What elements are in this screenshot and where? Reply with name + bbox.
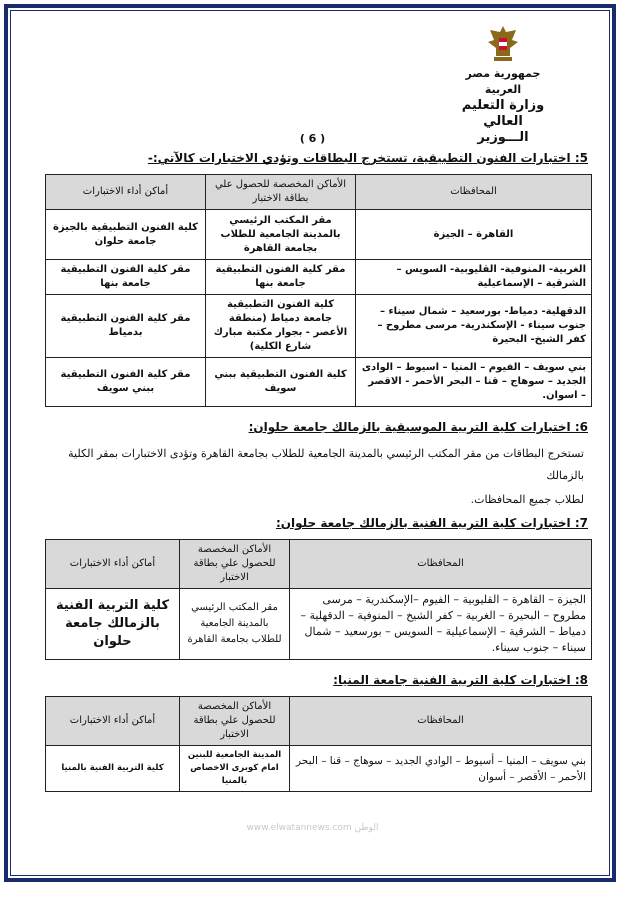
section7-table: المحافظات الأماكن المخصصة للحصول علي بطا… [45, 539, 592, 660]
cell-card-place: المدينة الجامعية للبنين امام كوبرى الاخص… [179, 745, 290, 792]
page-content: جمهورية مصر العربية وزارة التعليم العالي… [8, 8, 612, 844]
section6-title: 6: اختبارات كلية التربية الموسيقية بالزم… [248, 420, 588, 434]
table-row: الدقهلية- دمياط- بورسعيد – شمال سيناء – … [45, 294, 592, 358]
cell-card-place: مقر المكتب الرئيسي بالمدينة الجامعية للط… [179, 588, 290, 660]
section6-text-line2: لطلاب جميع المحافظات. [470, 493, 584, 506]
col-exam-places: أماكن أداء الاختبارات [45, 696, 180, 746]
col-exam-places: أماكن أداء الاختبارات [45, 539, 180, 589]
col-card-places: الأماكن المخصصة للحصول علي بطاقة الاختبا… [205, 174, 356, 210]
cell-exam-place: كلية التربية الفنية بالمنيا [45, 745, 180, 792]
cell-governorates: بني سويف – المنيا – أسيوط – الوادي الجدي… [289, 745, 592, 792]
col-governorates: المحافظات [289, 696, 592, 746]
section7-title: 7: اختبارات كلية التربية الفنية بالزمالك… [275, 516, 588, 530]
section5-title: 5: اختبارات الفنون التطبيقية، تستخرج الب… [147, 151, 588, 165]
letterhead: جمهورية مصر العربية وزارة التعليم العالي… [448, 66, 558, 146]
col-governorates: المحافظات [289, 539, 592, 589]
section8-title: 8: اختبارات كلية التربية الفنية جامعة ال… [333, 673, 588, 687]
cell-card-place: كلية الفنون التطبيقية جامعة دمياط (منطقة… [205, 294, 356, 358]
letterhead-minister: الـــوزير [477, 130, 529, 145]
table-row: الغربية- المنوفية- القليوبية- السويس – ا… [45, 259, 592, 295]
col-card-places: الأماكن المخصصة للحصول علي بطاقة الاختبا… [179, 696, 290, 746]
cell-card-place: مقر المكتب الرئيسي بالمدينة الجامعية للط… [205, 209, 356, 260]
letterhead-area: جمهورية مصر العربية وزارة التعليم العالي… [37, 22, 588, 145]
table-row: بني سويف – المنيا – أسيوط – الوادي الجدي… [45, 745, 592, 792]
col-exam-places: أماكن أداء الاختبارات [45, 174, 206, 210]
cell-governorates: بني سويف – الفيوم – المنيا – اسيوط – الو… [355, 357, 592, 407]
watermark-text: www.elwatannews.com الوطن [246, 823, 379, 833]
col-card-places: الأماكن المخصصة للحصول علي بطاقة الاختبا… [179, 539, 290, 589]
col-governorates: المحافظات [355, 174, 592, 210]
cell-governorates: القاهرة – الجيزة [355, 209, 592, 260]
cell-governorates: الغربية- المنوفية- القليوبية- السويس – ا… [355, 259, 592, 295]
page-number: ( 6 ) [299, 132, 326, 145]
cell-exam-place: مقر كلية الفنون التطبيقية جامعة بنها [45, 259, 206, 295]
table-row: بني سويف – الفيوم – المنيا – اسيوط – الو… [45, 357, 592, 407]
cell-governorates: الجيزة – القاهرة – القليوبية – الفيوم –ا… [289, 588, 592, 660]
table-row: الجيزة – القاهرة – القليوبية – الفيوم –ا… [45, 588, 592, 660]
section6-text-line1: تستخرج البطاقات من مقر المكتب الرئيسي با… [68, 447, 584, 482]
letterhead-country: جمهورية مصر العربية [465, 67, 541, 96]
cell-card-place: كلية الفنون التطبيقية ببني سويف [205, 357, 356, 407]
section8-table: المحافظات الأماكن المخصصة للحصول علي بطا… [45, 696, 592, 792]
cell-governorates: الدقهلية- دمياط- بورسعيد – شمال سيناء – … [355, 294, 592, 358]
table-row: القاهرة – الجيزة مقر المكتب الرئيسي بالم… [45, 209, 592, 260]
cell-card-place: مقر كلية الفنون التطبيقية جامعة بنها [205, 259, 356, 295]
cell-exam-place: كلية التربية الفنية بالزمالك جامعة حلوان [45, 588, 180, 660]
eagle-emblem-icon [486, 24, 520, 64]
cell-exam-place: كلية الفنون التطبيقية بالجيزة جامعة حلوا… [45, 209, 206, 260]
cell-exam-place: مقر كلية الفنون التطبيقية بدمياط [45, 294, 206, 358]
section5-table: المحافظات الأماكن المخصصة للحصول علي بطا… [45, 174, 592, 407]
letterhead-ministry: وزارة التعليم العالي [461, 98, 545, 129]
page-border: جمهورية مصر العربية وزارة التعليم العالي… [4, 4, 616, 882]
cell-exam-place: مقر كلية الفنون التطبيقية ببني سويف [45, 357, 206, 407]
